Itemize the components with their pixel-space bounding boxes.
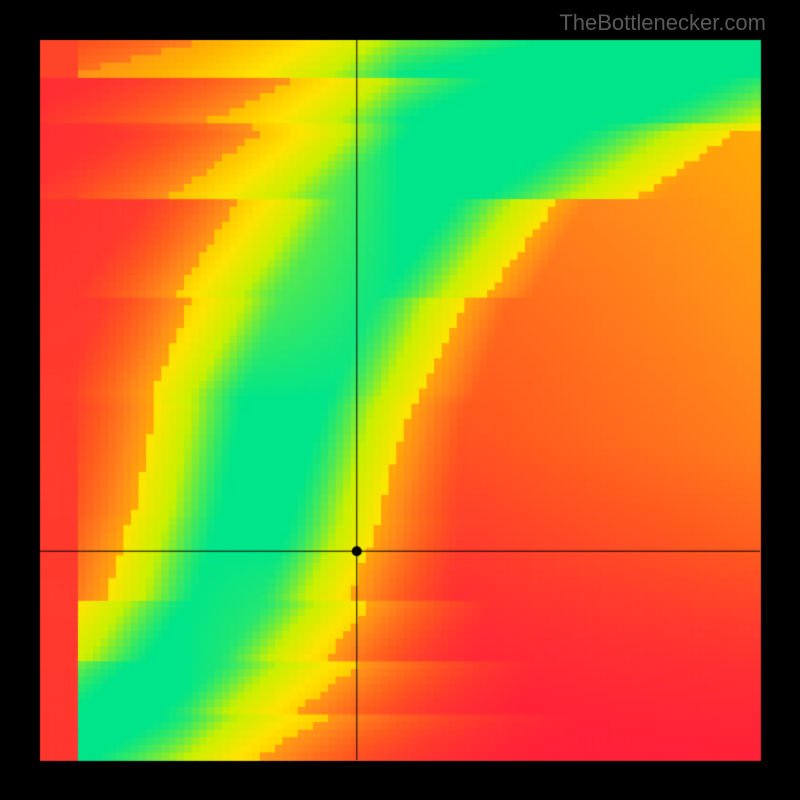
heatmap-canvas bbox=[0, 0, 800, 800]
watermark-text: TheBottlenecker.com bbox=[559, 10, 766, 36]
